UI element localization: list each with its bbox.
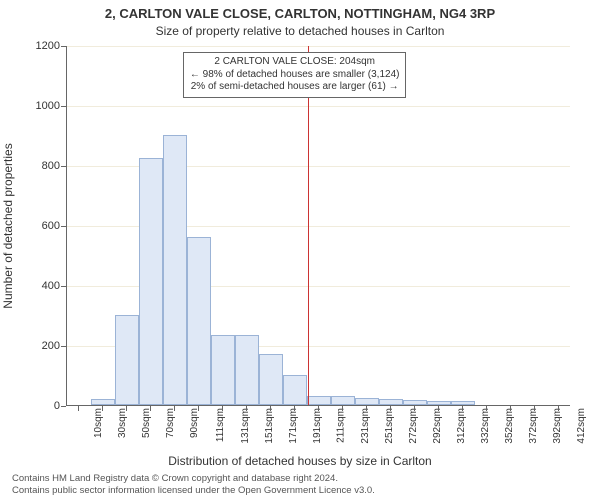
- x-tick-mark: [270, 406, 271, 411]
- x-tick-label: 70sqm: [165, 408, 176, 438]
- x-tick-mark: [438, 406, 439, 411]
- x-tick-mark: [342, 406, 343, 411]
- y-tick-mark: [61, 346, 66, 347]
- annotation-line1: 2 CARLTON VALE CLOSE: 204sqm: [190, 56, 400, 69]
- histogram-bar: [379, 399, 403, 405]
- histogram-bar: [427, 401, 451, 406]
- x-tick-label: 332sqm: [480, 408, 491, 444]
- footer-line2: Contains public sector information licen…: [12, 485, 375, 496]
- x-tick-label: 10sqm: [93, 408, 104, 438]
- x-tick-mark: [174, 406, 175, 411]
- x-tick-label: 151sqm: [264, 408, 275, 444]
- x-tick-mark: [198, 406, 199, 411]
- histogram-bar: [235, 335, 259, 406]
- y-tick-mark: [61, 406, 66, 407]
- histogram-bar: [211, 335, 235, 406]
- histogram-bar: [403, 400, 427, 405]
- x-tick-mark: [534, 406, 535, 411]
- x-tick-mark: [558, 406, 559, 411]
- x-tick-label: 312sqm: [456, 408, 467, 444]
- x-tick-mark: [78, 406, 79, 411]
- histogram-bar: [451, 401, 475, 405]
- x-tick-label: 272sqm: [408, 408, 419, 444]
- x-tick-label: 111sqm: [215, 408, 226, 442]
- footer-line1: Contains HM Land Registry data © Crown c…: [12, 473, 375, 484]
- property-marker-line: [308, 46, 309, 405]
- chart-title-line2: Size of property relative to detached ho…: [0, 24, 600, 38]
- x-tick-label: 90sqm: [189, 408, 200, 438]
- x-tick-label: 352sqm: [504, 408, 515, 444]
- y-tick-mark: [61, 46, 66, 47]
- histogram-bar: [307, 396, 331, 405]
- histogram-bar: [259, 354, 283, 405]
- x-axis-label: Distribution of detached houses by size …: [0, 454, 600, 468]
- y-tick-label: 400: [10, 280, 60, 292]
- y-tick-label: 0: [10, 400, 60, 412]
- histogram-bar: [139, 158, 163, 406]
- x-tick-mark: [318, 406, 319, 411]
- x-tick-mark: [510, 406, 511, 411]
- x-tick-mark: [294, 406, 295, 411]
- histogram-bar: [91, 399, 115, 405]
- gridline-h: [67, 106, 570, 107]
- y-tick-label: 1000: [10, 100, 60, 112]
- histogram-bar: [115, 315, 139, 405]
- x-tick-label: 392sqm: [552, 408, 563, 444]
- histogram-bar: [283, 375, 307, 405]
- y-tick-label: 600: [10, 220, 60, 232]
- x-tick-label: 50sqm: [141, 408, 152, 438]
- x-tick-mark: [126, 406, 127, 411]
- y-tick-mark: [61, 226, 66, 227]
- y-tick-mark: [61, 106, 66, 107]
- y-tick-mark: [61, 286, 66, 287]
- x-tick-mark: [390, 406, 391, 411]
- x-tick-label: 231sqm: [360, 408, 371, 444]
- x-tick-mark: [486, 406, 487, 411]
- x-tick-label: 30sqm: [117, 408, 128, 438]
- gridline-h: [67, 46, 570, 47]
- x-tick-mark: [102, 406, 103, 411]
- histogram-bar: [331, 396, 355, 405]
- x-tick-label: 211sqm: [335, 408, 346, 443]
- annotation-line2: ← 98% of detached houses are smaller (3,…: [190, 69, 400, 82]
- x-tick-mark: [246, 406, 247, 411]
- x-tick-mark: [366, 406, 367, 411]
- y-tick-label: 800: [10, 160, 60, 172]
- x-tick-mark: [222, 406, 223, 411]
- footer-attribution: Contains HM Land Registry data © Crown c…: [12, 473, 375, 496]
- histogram-bar: [355, 398, 379, 406]
- chart-plot-area: 2 CARLTON VALE CLOSE: 204sqm← 98% of det…: [66, 46, 570, 406]
- x-tick-label: 131sqm: [240, 408, 251, 444]
- x-tick-label: 372sqm: [528, 408, 539, 444]
- annotation-line3: 2% of semi-detached houses are larger (6…: [190, 81, 400, 94]
- y-tick-label: 1200: [10, 40, 60, 52]
- x-tick-mark: [462, 406, 463, 411]
- x-tick-label: 292sqm: [432, 408, 443, 444]
- x-tick-label: 191sqm: [312, 408, 323, 444]
- chart-title-line1: 2, CARLTON VALE CLOSE, CARLTON, NOTTINGH…: [0, 6, 600, 21]
- annotation-box: 2 CARLTON VALE CLOSE: 204sqm← 98% of det…: [183, 52, 407, 98]
- y-tick-mark: [61, 166, 66, 167]
- x-tick-mark: [150, 406, 151, 411]
- histogram-bar: [163, 135, 187, 405]
- x-tick-label: 251sqm: [384, 408, 395, 444]
- x-tick-mark: [414, 406, 415, 411]
- x-tick-label: 412sqm: [576, 408, 587, 444]
- y-tick-label: 200: [10, 340, 60, 352]
- histogram-bar: [187, 237, 211, 405]
- x-tick-label: 171sqm: [288, 408, 299, 444]
